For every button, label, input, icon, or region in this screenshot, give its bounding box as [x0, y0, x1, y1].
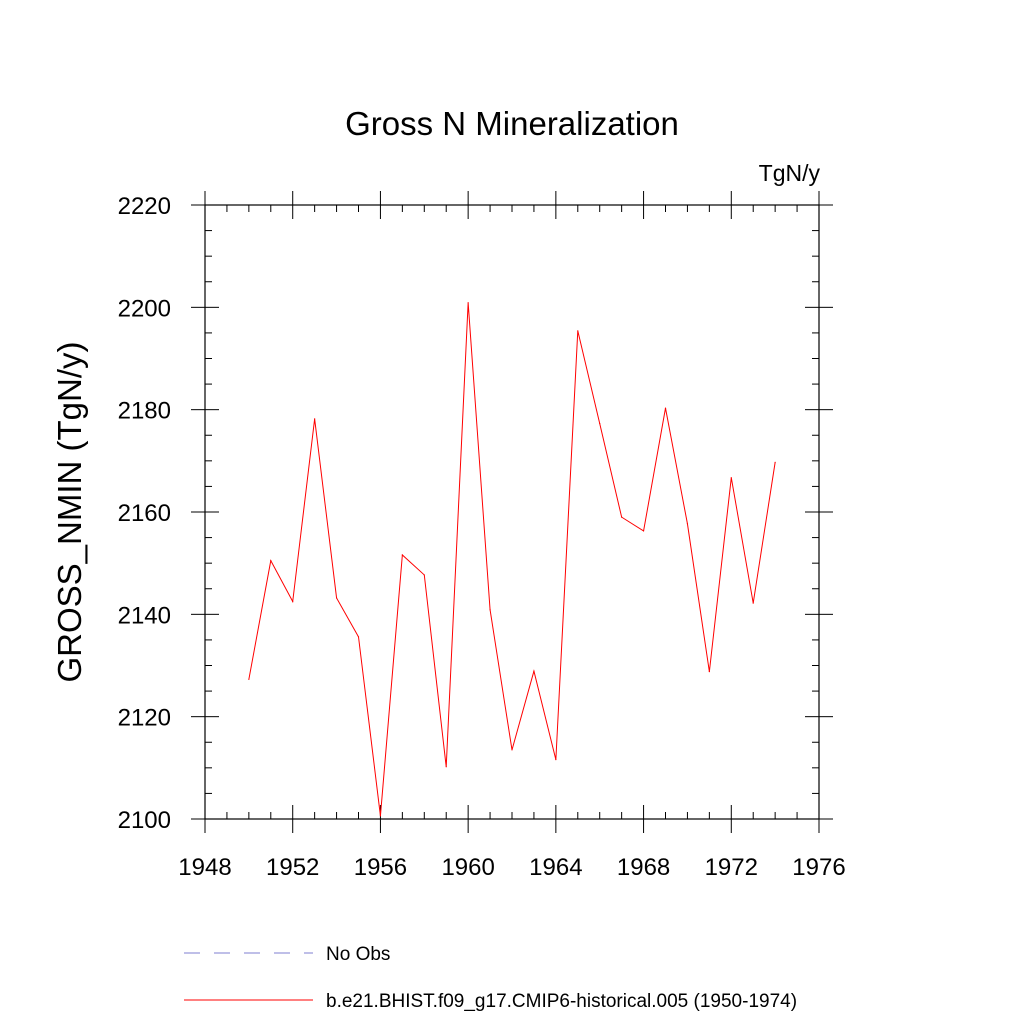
axis-ticks	[191, 191, 833, 833]
data-point	[423, 574, 425, 576]
tick-labels: 1948 1952 1956 1960 1964 1968 1972 1976 2100 2120…	[118, 193, 846, 881]
legend-label: b.e21.BHIST.f09_g17.CMIP6-historical.005…	[326, 991, 797, 1012]
data-point	[686, 523, 689, 525]
x-tick-label: 1972	[705, 854, 758, 881]
y-tick-label: 2140	[118, 602, 171, 629]
legend-label: No Obs	[326, 944, 390, 965]
data-point	[379, 815, 382, 817]
x-tick-label: 1952	[266, 854, 319, 881]
x-tick-label: 1956	[354, 854, 407, 881]
y-tick-label: 2100	[118, 807, 171, 834]
y-tick-label: 2160	[118, 500, 171, 527]
x-tick-label: 1960	[441, 854, 494, 881]
x-tick-label: 1976	[792, 854, 845, 881]
data-point	[752, 602, 754, 604]
data-point	[708, 671, 710, 673]
y-tick-label: 2200	[118, 295, 171, 322]
data-point	[248, 678, 250, 680]
series-line	[248, 302, 776, 816]
data-point	[664, 407, 667, 409]
data-point	[270, 560, 272, 562]
units-label: TgN/y	[759, 160, 821, 186]
legend: No Obs b.e21.BHIST.f09_g17.CMIP6-historic…	[184, 944, 797, 1012]
data-point	[774, 461, 776, 463]
y-tick-label: 2220	[118, 193, 171, 220]
data-point	[577, 330, 579, 332]
data-point	[467, 302, 469, 304]
data-point	[642, 530, 645, 532]
data-point	[621, 516, 623, 518]
data-point	[401, 554, 403, 556]
data-point	[489, 609, 491, 611]
data-point	[599, 422, 601, 425]
data-point	[314, 418, 316, 420]
data-point	[555, 759, 557, 761]
series-layer	[248, 302, 776, 817]
data-point	[533, 670, 535, 672]
x-tick-label: 1948	[178, 854, 231, 881]
y-axis-label: GROSS_NMIN (TgN/y)	[51, 341, 88, 682]
data-point	[292, 600, 294, 603]
data-point	[730, 477, 732, 479]
y-tick-label: 2180	[118, 398, 171, 425]
data-point	[335, 597, 338, 599]
x-tick-label: 1968	[617, 854, 670, 881]
data-point	[445, 766, 447, 768]
chart-title: Gross N Mineralization	[345, 105, 679, 142]
y-tick-label: 2120	[118, 705, 171, 732]
plot-frame	[204, 204, 820, 820]
x-tick-label: 1964	[529, 854, 582, 881]
data-point	[357, 636, 360, 638]
data-point	[511, 749, 513, 751]
